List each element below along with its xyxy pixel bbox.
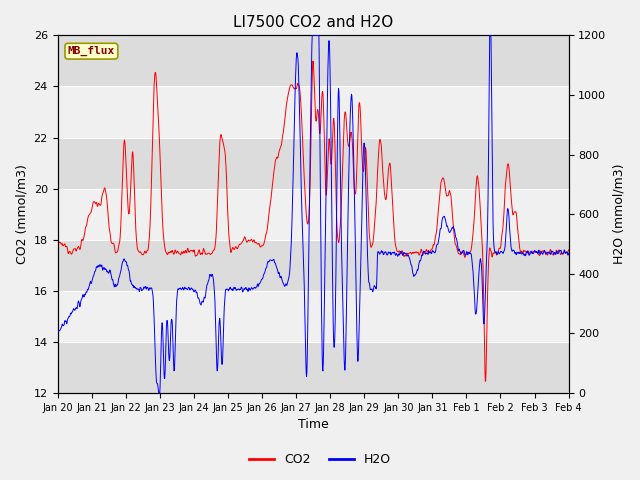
Bar xyxy=(58,291,568,342)
Y-axis label: CO2 (mmol/m3): CO2 (mmol/m3) xyxy=(15,164,28,264)
Bar xyxy=(58,342,568,393)
X-axis label: Time: Time xyxy=(298,419,328,432)
Bar xyxy=(58,36,568,86)
Bar xyxy=(58,138,568,189)
Bar xyxy=(58,86,568,138)
Bar xyxy=(58,189,568,240)
Bar xyxy=(58,240,568,291)
Y-axis label: H2O (mmol/m3): H2O (mmol/m3) xyxy=(612,164,625,264)
Legend: CO2, H2O: CO2, H2O xyxy=(244,448,396,471)
Text: MB_flux: MB_flux xyxy=(68,46,115,56)
Title: LI7500 CO2 and H2O: LI7500 CO2 and H2O xyxy=(233,15,393,30)
